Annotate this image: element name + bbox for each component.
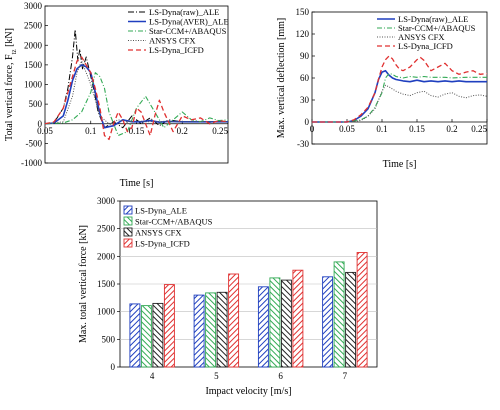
bar-1-3 bbox=[333, 261, 345, 368]
x-axis-label: Time [s] bbox=[120, 178, 154, 189]
bar-2-2 bbox=[280, 279, 292, 368]
bar-2-0 bbox=[152, 302, 164, 368]
x-tick-label: 0 bbox=[310, 124, 315, 134]
force-time-chart: -1000 -500 0 500 1000 1500 2000 2500 3000 0.05 0.1… bbox=[4, 1, 229, 189]
x-tick-label: 7 bbox=[343, 371, 348, 381]
y-tick-label: 2000 bbox=[97, 251, 116, 261]
x-tick-label: 0.1 bbox=[376, 124, 387, 134]
x-tick-label: 0.15 bbox=[409, 124, 425, 134]
y-tick-label: 2500 bbox=[97, 224, 116, 234]
legend-label-2: ANSYS CFX bbox=[135, 228, 182, 238]
bar-2-3 bbox=[345, 271, 357, 368]
y-tick-label: 3000 bbox=[24, 1, 43, 11]
x-tick-label: 6 bbox=[278, 371, 283, 381]
x-tick-label: 5 bbox=[214, 371, 219, 381]
y-tick-label: -1000 bbox=[21, 158, 42, 168]
y-tick-label: 500 bbox=[29, 99, 43, 109]
legend-label-0: LS-Dyna(raw)_ALE bbox=[149, 7, 219, 17]
y-tick-label: -500 bbox=[26, 138, 43, 148]
x-tick-label: 4 bbox=[150, 371, 155, 381]
legend-label-4: LS-Dyna_ICFD bbox=[149, 45, 204, 55]
max-force-bar-chart: 0 500 1000 1500 2000 2500 3000 4 5 6 7 LS-Dyna_ALES… bbox=[78, 196, 378, 397]
series-line-1 bbox=[312, 73, 487, 123]
y-tick-label: 500 bbox=[102, 334, 116, 344]
y-tick-label: 2500 bbox=[24, 21, 43, 31]
series-line-3 bbox=[312, 55, 488, 123]
x-tick-label: 0.25 bbox=[212, 126, 228, 136]
bar-1-1 bbox=[205, 292, 217, 368]
y-tick-label: 0 bbox=[111, 362, 116, 372]
y-axis-label: Max. vertical deflection [mm] bbox=[276, 18, 287, 139]
x-tick-label: 0.15 bbox=[129, 126, 145, 136]
legend-label-0: LS-Dyna(raw)_ALE bbox=[398, 14, 468, 24]
y-tick-label: 3000 bbox=[97, 196, 116, 206]
y-axis-label: Max. total vertical force [kN] bbox=[78, 225, 89, 343]
y-tick-label: 150 bbox=[296, 7, 310, 17]
y-tick-label: 1000 bbox=[24, 80, 43, 90]
x-tick-label: 0.2 bbox=[177, 126, 188, 136]
legend-label-1: Star-CCM+/ABAQUS bbox=[135, 217, 213, 227]
legend-label-3: LS-Dyna_ICFD bbox=[135, 239, 190, 249]
bar-3-1 bbox=[228, 273, 240, 368]
series-line-2 bbox=[44, 72, 229, 137]
y-tick-label: 60 bbox=[300, 73, 310, 83]
legend-label-1: LS-Dyna(AVER)_ALE bbox=[149, 17, 229, 27]
legend-label-2: Star-CCM+/ABAQUS bbox=[149, 26, 227, 36]
y-tick-label: 0 bbox=[38, 119, 43, 129]
x-tick-label: 0.25 bbox=[471, 124, 487, 134]
y-tick-label: 1500 bbox=[97, 279, 116, 289]
bar-0-1 bbox=[193, 294, 205, 368]
legend-label-2: ANSYS CFX bbox=[398, 32, 445, 42]
x-tick-label: 0.1 bbox=[85, 126, 96, 136]
series-line-0 bbox=[312, 69, 487, 123]
bar-3-3 bbox=[356, 252, 368, 368]
bar-1-0 bbox=[140, 305, 152, 368]
series-line-4 bbox=[44, 56, 229, 141]
series-line-1 bbox=[44, 64, 228, 129]
series-line-2 bbox=[312, 84, 488, 123]
series-line-0 bbox=[44, 29, 229, 129]
y-tick-label: 120 bbox=[296, 29, 310, 39]
y-tick-label: -30 bbox=[297, 139, 309, 149]
bar-2-1 bbox=[216, 291, 228, 368]
legend-label-3: ANSYS CFX bbox=[149, 36, 196, 46]
legend-label-3: LS-Dyna_ICFD bbox=[398, 41, 453, 51]
y-tick-label: 1000 bbox=[97, 307, 116, 317]
y-tick-label: 30 bbox=[300, 95, 310, 105]
bar-1-2 bbox=[269, 277, 281, 368]
y-axis-label: Total vertical force, Ftz [kN] bbox=[4, 28, 18, 141]
legend-label-0: LS-Dyna_ALE bbox=[135, 206, 187, 216]
x-axis-label: Impact velocity [m/s] bbox=[205, 386, 291, 397]
x-axis-label: Time [s] bbox=[383, 159, 417, 170]
bar-3-0 bbox=[163, 284, 175, 368]
series-line-3 bbox=[44, 60, 229, 125]
y-tick-label: 0 bbox=[305, 117, 310, 127]
x-tick-label: 0.05 bbox=[339, 124, 355, 134]
bar-0-0 bbox=[129, 303, 141, 368]
y-tick-label: 1500 bbox=[24, 60, 43, 70]
legend-swatch-3 bbox=[123, 238, 133, 248]
legend-swatch-2 bbox=[123, 227, 133, 237]
legend-label-1: Star-CCM+/ABAQUS bbox=[398, 23, 476, 33]
bar-3-2 bbox=[292, 269, 304, 368]
bar-0-2 bbox=[257, 286, 269, 368]
y-tick-label: 90 bbox=[300, 51, 310, 61]
legend-swatch-1 bbox=[123, 216, 133, 226]
x-tick-label: 0.05 bbox=[37, 126, 53, 136]
bar-0-3 bbox=[322, 276, 334, 368]
legend-swatch-0 bbox=[123, 205, 133, 215]
x-tick-label: 0.2 bbox=[446, 124, 457, 134]
y-tick-label: 2000 bbox=[24, 40, 43, 50]
